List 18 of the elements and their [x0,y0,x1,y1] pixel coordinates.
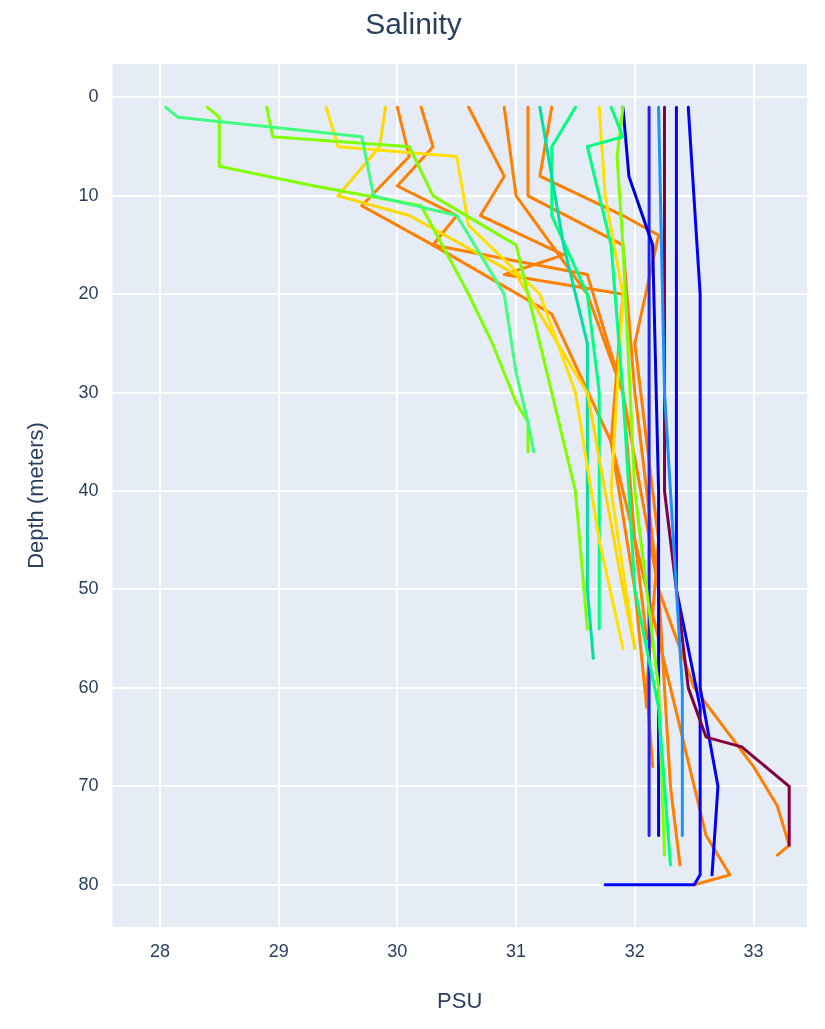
x-axis-title: PSU [437,987,483,1013]
y-tick-label: 30 [78,381,99,402]
y-tick-label: 40 [78,480,99,501]
x-tick-label: 31 [506,940,527,961]
y-tick-label: 50 [78,578,99,599]
x-tick-label: 28 [149,940,170,961]
y-tick-label: 0 [88,86,99,107]
y-tick-label: 20 [78,283,99,304]
x-tick-label: 32 [624,940,645,961]
y-tick-label: 70 [78,775,99,796]
x-tick-label: 30 [387,940,408,961]
y-axis-title: Depth (meters) [23,422,49,569]
chart-title: Salinity [365,7,462,41]
y-tick-label: 10 [78,184,99,205]
y-tick-label: 80 [78,873,99,894]
y-tick-label: 60 [78,676,99,697]
x-tick-label: 29 [268,940,289,961]
x-tick-label: 33 [743,940,764,961]
